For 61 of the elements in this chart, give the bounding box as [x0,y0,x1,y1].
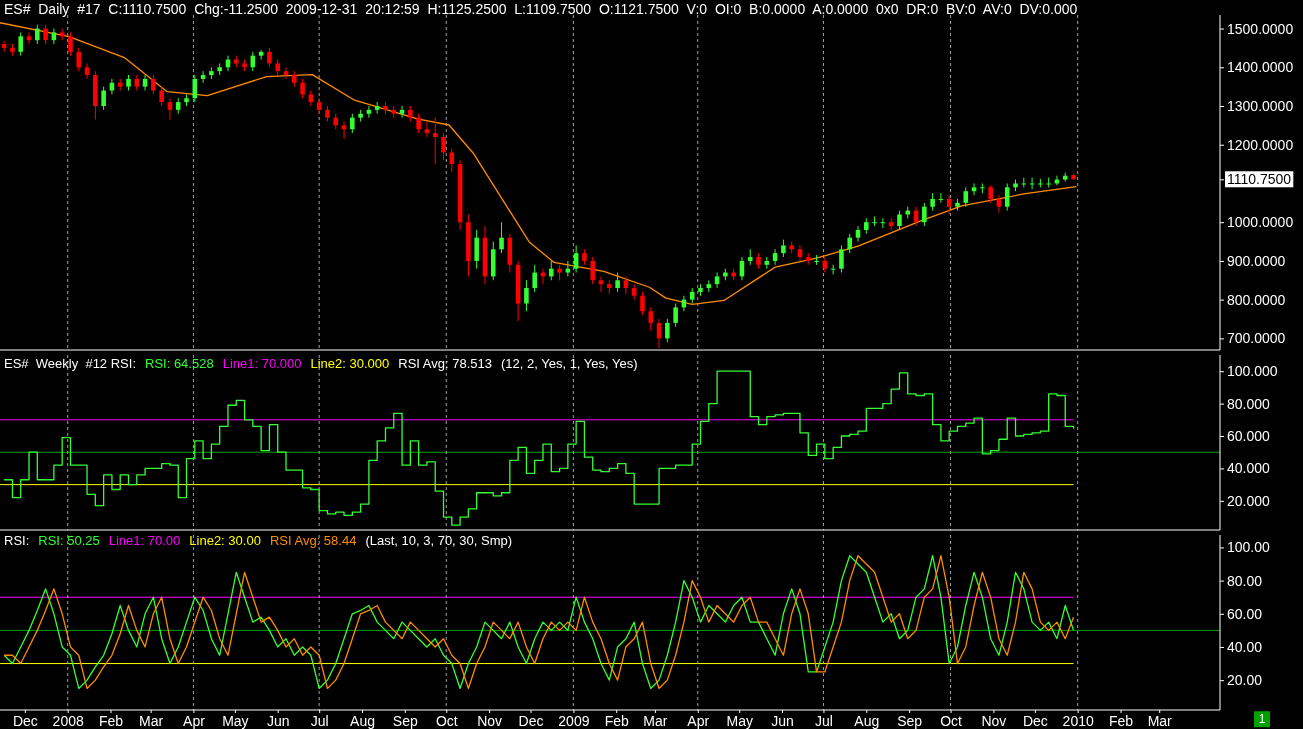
y-tick-label: 1000.0000 [1227,214,1294,231]
y-tick-label: 40.000 [1227,460,1271,477]
text: 1 [1258,712,1266,727]
x-tick-label: Nov [981,712,1007,729]
ref-line-label: Line2: 30.000 [310,356,390,371]
ref-line-label: Line1: 70.00 [108,533,181,548]
text: RSI: 50.25 [38,533,100,548]
ref-line-label: Line2: 30.00 [189,533,261,548]
y-tick-label: 100.00 [1227,539,1271,556]
x-tick-label: Nov [477,712,503,729]
x-tick-label: 2008 [52,712,84,729]
x-tick-label: 2009 [558,712,590,729]
x-tick-label: Mar [1147,712,1173,729]
annotation: RSI Avg: 78.513 [398,356,492,371]
annotation: (12, 2, Yes, 1, Yes, Yes) [500,356,638,371]
x-tick-label: Feb [1108,712,1134,729]
y-tick-label: 60.000 [1227,428,1271,444]
x-tick-label: Feb [98,712,124,729]
x-tick-label: Sep [392,712,418,729]
y-tick-label: 60.00 [1227,605,1263,622]
x-tick-label: May [222,712,249,729]
y-tick-label: 900.0000 [1227,252,1286,269]
x-tick-label: Dec [12,712,38,729]
y-tick-label: 80.00 [1227,572,1263,589]
y-tick-label: 1200.0000 [1227,136,1294,153]
y-tick-label: 700.0000 [1227,330,1286,347]
y-tick-label: 80.000 [1227,395,1271,412]
x-tick-label: Jun [771,712,794,729]
x-tick-label: Oct [435,712,458,729]
x-tick-label: Feb [604,712,629,729]
y-tick-label: 1500.0000 [1227,20,1294,37]
x-tick-label: Apr [687,712,710,729]
x-tick-label: Dec [518,712,544,729]
x-tick-label: Aug [350,712,375,729]
x-tick-label: Apr [183,712,206,729]
chart-title: ES# Daily #17 C:1110.7500 Chg:-11.2500 2009-12-31 20:12:59 H:1125.2500 L:1109.7500 O:1121.7500 V:0 OI:0 B:0.0000 A:0.0000 0x0 DR:0 BV:0 AV:0 DV:0.000 [4,1,1078,17]
annotation: (Last, 10, 3, 70, 30, Smp) [365,533,513,548]
y-tick-label: 1400.0000 [1227,59,1294,76]
x-tick-label: Jun [266,712,290,729]
chart-title: RSI: [4,533,30,548]
y-tick-label: 20.000 [1227,492,1271,509]
x-tick-label: Mar [643,712,668,729]
y-tick-label: 800.0000 [1227,291,1286,308]
x-tick-label: Jul [310,712,329,729]
y-tick-label: 1300.0000 [1227,97,1294,114]
text: RSI: 64.528 [145,356,214,371]
x-tick-label: Dec [1022,712,1048,729]
y-tick-label: 1110.7500 [1227,171,1292,188]
x-tick-label: Oct [940,712,963,729]
x-tick-label: May [726,712,753,729]
y-tick-label: 40.00 [1227,638,1263,655]
y-tick-label: 20.00 [1227,672,1263,689]
x-tick-label: Mar [139,712,164,729]
x-tick-label: 2010 [1062,712,1094,729]
x-tick-label: Sep [897,712,923,729]
y-tick-label: 100.000 [1227,363,1278,380]
ref-line-label: Line1: 70.000 [222,356,302,371]
text: RSI Avg: 58.44 [269,533,357,548]
x-tick-label: Aug [854,712,880,729]
chart-title: ES# Weekly #12 RSI: [4,356,136,371]
x-tick-label: Jul [815,712,833,729]
